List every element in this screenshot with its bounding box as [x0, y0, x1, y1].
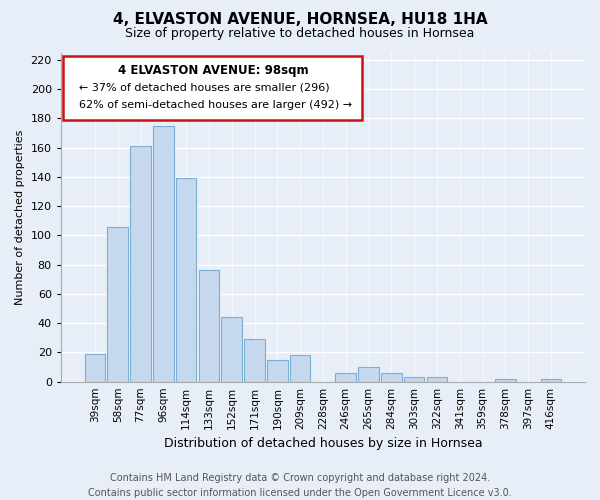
Bar — [267, 360, 287, 382]
Text: 62% of semi-detached houses are larger (492) →: 62% of semi-detached houses are larger (… — [79, 100, 352, 110]
Bar — [404, 378, 424, 382]
Bar — [153, 126, 173, 382]
Bar — [495, 379, 515, 382]
Bar — [176, 178, 196, 382]
Bar — [290, 356, 310, 382]
Bar — [107, 226, 128, 382]
Bar — [130, 146, 151, 382]
Bar — [199, 270, 219, 382]
Bar — [221, 318, 242, 382]
Bar — [427, 378, 447, 382]
Text: 4 ELVASTON AVENUE: 98sqm: 4 ELVASTON AVENUE: 98sqm — [118, 64, 308, 77]
Bar — [358, 367, 379, 382]
Text: ← 37% of detached houses are smaller (296): ← 37% of detached houses are smaller (29… — [79, 82, 330, 92]
Bar — [335, 373, 356, 382]
Text: 4, ELVASTON AVENUE, HORNSEA, HU18 1HA: 4, ELVASTON AVENUE, HORNSEA, HU18 1HA — [113, 12, 487, 28]
Bar — [541, 379, 561, 382]
Text: Size of property relative to detached houses in Hornsea: Size of property relative to detached ho… — [125, 28, 475, 40]
X-axis label: Distribution of detached houses by size in Hornsea: Distribution of detached houses by size … — [164, 437, 482, 450]
FancyBboxPatch shape — [64, 56, 362, 120]
Bar — [244, 340, 265, 382]
Bar — [85, 354, 105, 382]
Bar — [381, 373, 401, 382]
Text: Contains HM Land Registry data © Crown copyright and database right 2024.
Contai: Contains HM Land Registry data © Crown c… — [88, 472, 512, 498]
Y-axis label: Number of detached properties: Number of detached properties — [15, 130, 25, 305]
